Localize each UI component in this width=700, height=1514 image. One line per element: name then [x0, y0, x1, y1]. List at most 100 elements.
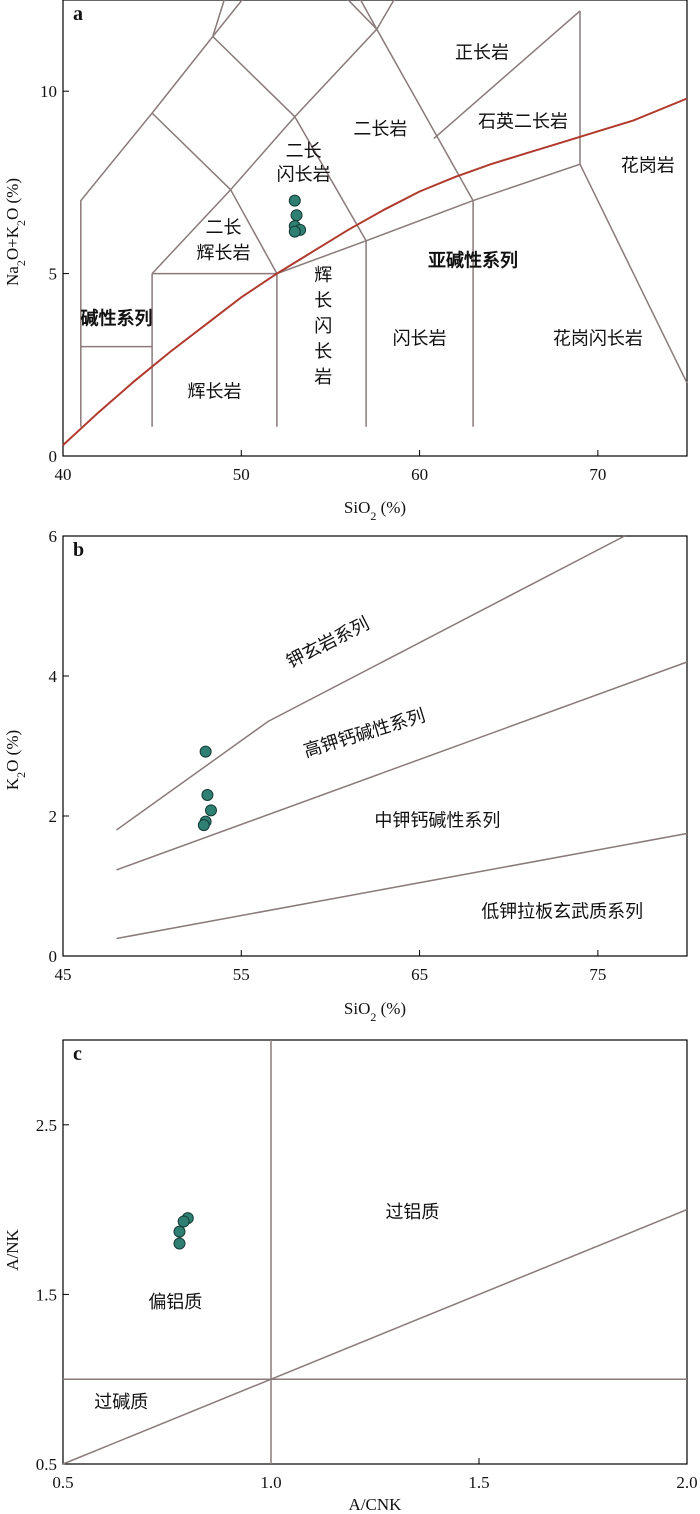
- field-label: 钾玄岩系列: [283, 613, 372, 672]
- y-tick-label: 2.5: [36, 1116, 57, 1135]
- field-label: 正长岩: [455, 42, 509, 62]
- y-tick-label: 0: [49, 447, 58, 466]
- field-label: 高钾钙碱性系列: [301, 705, 427, 761]
- field-boundary: [347, 0, 378, 30]
- field-label: 碱性系列: [80, 308, 152, 329]
- x-tick-label: 45: [55, 965, 72, 984]
- x-tick-label: 1.5: [468, 1473, 489, 1492]
- field-boundary: [152, 10, 581, 275]
- axis-label-subscript: 2: [14, 772, 28, 778]
- y-tick-label: 6: [49, 527, 58, 546]
- panel-label: a: [73, 3, 83, 25]
- x-tick-label: 0.5: [52, 1473, 73, 1492]
- field-boundary: [212, 35, 296, 118]
- high-k-boundary: [116, 661, 688, 871]
- y-tick-label: 2: [49, 807, 58, 826]
- data-point: [290, 209, 303, 222]
- field-label: 岩: [314, 367, 332, 387]
- field-boundary: [579, 163, 688, 384]
- x-tick-label: 40: [55, 465, 72, 484]
- field-boundary: [151, 112, 232, 191]
- field-label: 花岗岩: [621, 155, 675, 175]
- field-boundary: [376, 28, 474, 201]
- plot-frame: [62, 535, 688, 957]
- field-label: 过碱质: [94, 1392, 148, 1412]
- axis-label-part: Na: [3, 266, 22, 286]
- field-label: 二长: [286, 141, 322, 161]
- y-axis-label: Na2O+K2O (%): [3, 178, 28, 286]
- axis-label-subscript: 2: [14, 260, 28, 266]
- panel-label: b: [73, 539, 84, 561]
- axis-label-part: SiO: [344, 498, 370, 517]
- y-tick-label: 5: [49, 265, 58, 284]
- y-tick-label: 4: [49, 667, 58, 686]
- field-label: 过铝质: [385, 1202, 439, 1222]
- axis-label-part: SiO: [344, 999, 370, 1018]
- axis-label-subscript: 2: [14, 220, 28, 226]
- field-label: 辉: [314, 265, 332, 285]
- axis-label-subscript: 2: [370, 1010, 376, 1024]
- field-label: 闪: [314, 316, 332, 336]
- field-label: 闪长岩: [277, 165, 331, 185]
- x-tick-label: 75: [589, 965, 606, 984]
- field-boundary: [359, 0, 378, 30]
- field-label: 偏铝质: [148, 1292, 202, 1312]
- data-point: [204, 804, 217, 817]
- axis-label-part: K: [3, 777, 22, 790]
- field-label: 亚碱性系列: [428, 249, 518, 270]
- field-boundary: [433, 10, 581, 140]
- axis-label-part: (%): [376, 999, 406, 1018]
- y-tick-label: 1.5: [36, 1285, 57, 1304]
- field-label: 石英二长岩: [478, 112, 568, 132]
- data-point: [288, 225, 301, 238]
- field-boundary: [229, 189, 278, 274]
- axis-label-part: (%): [376, 498, 406, 517]
- field-boundary: [212, 0, 225, 37]
- data-point: [199, 745, 212, 758]
- x-tick-label: 50: [233, 465, 250, 484]
- axis-label-part: O (%): [3, 178, 22, 220]
- field-boundary: [80, 0, 244, 427]
- x-tick-label: 1.0: [260, 1473, 281, 1492]
- field-label: 长: [314, 342, 332, 362]
- field-label: 低钾拉板玄武质系列: [481, 902, 643, 922]
- y-tick-label: 0: [49, 947, 58, 966]
- axis-label-subscript: 2: [370, 509, 376, 523]
- field-boundary: [294, 116, 367, 242]
- y-tick-label: 10: [40, 82, 57, 101]
- data-point: [197, 819, 210, 832]
- field-boundary: [151, 0, 395, 275]
- x-axis-label: SiO2 (%): [344, 498, 406, 523]
- field-label: 长: [314, 290, 332, 310]
- plot-frame: [62, 1039, 688, 1465]
- x-tick-label: 65: [411, 965, 428, 984]
- y-axis-label: A/NK: [3, 1229, 22, 1271]
- one-to-one-line: [62, 1208, 688, 1465]
- field-label: 中钾钙碱性系列: [374, 811, 500, 831]
- y-tick-label: 0.5: [36, 1455, 57, 1474]
- field-label: 辉长岩: [196, 243, 250, 263]
- data-point: [173, 1237, 186, 1250]
- x-tick-label: 2.0: [676, 1473, 697, 1492]
- field-label: 二长: [205, 217, 241, 237]
- alkaline-subalkaline-divider: [62, 97, 688, 446]
- field-label: 花岗闪长岩: [553, 329, 643, 349]
- data-point: [177, 1215, 190, 1228]
- panel-b: 45 55 65 75 0 2 4 6b 钾玄岩系列高钾钙碱性系列中钾钙碱性系列低钾拉板玄武质系…: [3, 527, 688, 1024]
- x-tick-label: 55: [233, 965, 250, 984]
- data-point: [173, 1225, 186, 1238]
- axis-label-part: O+K: [3, 225, 22, 260]
- field-label: 闪长岩: [393, 329, 447, 349]
- x-tick-label: 60: [411, 465, 428, 484]
- axis-label-part: O (%): [3, 730, 22, 772]
- field-label: 二长岩: [353, 119, 407, 139]
- medium-k-boundary: [116, 832, 688, 940]
- plot-frame: [62, 0, 688, 457]
- shoshonite-boundary: [116, 535, 625, 831]
- x-axis-label: SiO2 (%): [344, 999, 406, 1024]
- data-point: [201, 789, 214, 801]
- data-point: [288, 194, 301, 207]
- x-tick-label: 70: [589, 465, 606, 484]
